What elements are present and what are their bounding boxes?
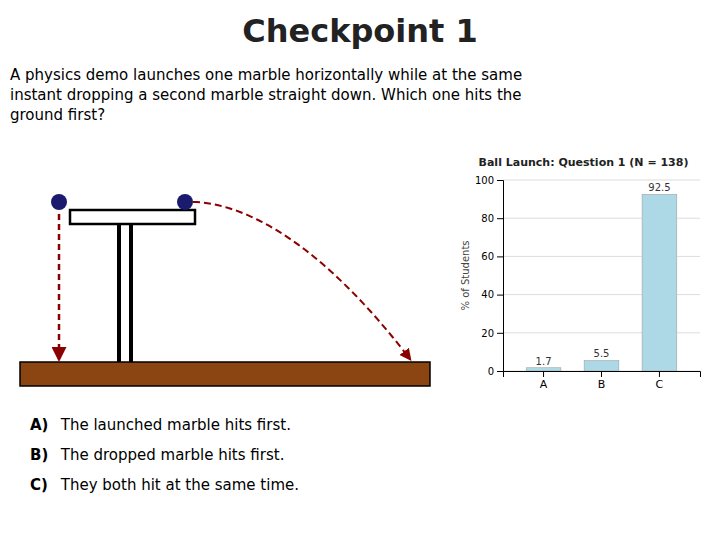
bar [584, 360, 619, 371]
bar-chart: 0 20 40 60 80 100 A B C 1.7 5.5 92.5 Ball Launch: Qu… [460, 156, 701, 391]
y-tick: 100 [475, 175, 503, 186]
grid [503, 180, 700, 371]
answer-label: B) [30, 446, 48, 464]
data-label: 5.5 [594, 348, 610, 359]
x-tick-mark [659, 371, 660, 377]
answer-text: The launched marble hits first. [56, 416, 291, 434]
body-line: instant dropping a second marble straigh… [10, 86, 522, 104]
y-tick-label: 80 [481, 213, 494, 224]
y-tick-label: 0 [488, 366, 494, 377]
y-tick: 40 [481, 289, 503, 300]
y-tick: 20 [481, 328, 503, 339]
data-label: 92.5 [648, 182, 670, 193]
page-title: Checkpoint 1 [242, 12, 478, 50]
y-axis: 0 20 40 60 80 100 [475, 175, 504, 377]
data-label: 1.7 [536, 356, 552, 367]
x-tick-label: C [656, 378, 664, 391]
y-tick-mark [497, 371, 503, 372]
x-tick-mark [543, 371, 544, 377]
dropped-trajectory [58, 214, 61, 359]
y-tick-label: 40 [481, 289, 494, 300]
x-tick: B [598, 371, 606, 391]
x-tick-label: A [540, 378, 548, 391]
body-line: ground first? [10, 106, 105, 124]
data-labels: 1.7 5.5 92.5 [536, 182, 671, 366]
page: Checkpoint 1 A physics demo launches one … [0, 0, 720, 540]
y-tick-label: 60 [481, 251, 494, 262]
marble-launched [177, 194, 193, 210]
y-tick-label: 100 [475, 175, 494, 186]
stand-post [117, 210, 121, 362]
y-tick-mark [497, 218, 503, 219]
body-line: A physics demo launches one marble horiz… [10, 66, 522, 84]
chart-title: Ball Launch: Question 1 (N = 138) [479, 156, 689, 169]
x-tick-mark [601, 371, 602, 377]
answer-label: A) [30, 416, 48, 434]
y-tick: 60 [481, 251, 503, 262]
stand-arm [70, 210, 195, 224]
y-tick-mark [497, 256, 503, 257]
grid-line [503, 180, 700, 181]
y-tick: 80 [481, 213, 503, 224]
y-tick-mark [497, 333, 503, 334]
bar [526, 368, 561, 371]
answer-label: C) [30, 476, 48, 494]
diagram [20, 194, 430, 386]
x-tick: C [656, 371, 664, 391]
y-tick-label: 20 [481, 328, 494, 339]
y-tick-mark [497, 295, 503, 296]
answer-text: The dropped marble hits first. [56, 446, 284, 464]
bar [642, 194, 677, 371]
answer-text: They both hit at the same time. [56, 476, 299, 494]
y-tick-mark [497, 180, 503, 181]
x-tick-label: B [598, 378, 606, 391]
y-axis-line [497, 181, 504, 372]
stand-post [129, 210, 133, 362]
y-tick: 0 [488, 366, 503, 377]
x-tick: A [540, 371, 548, 391]
bars [526, 194, 677, 371]
y-axis-title: % of Students [460, 240, 471, 310]
marble-dropped [51, 194, 67, 210]
x-axis: A B C [504, 371, 701, 391]
floor [20, 362, 430, 386]
launched-trajectory [193, 202, 410, 359]
x-axis-line [504, 372, 701, 378]
body-text: A physics demo launches one marble horiz… [10, 66, 522, 124]
